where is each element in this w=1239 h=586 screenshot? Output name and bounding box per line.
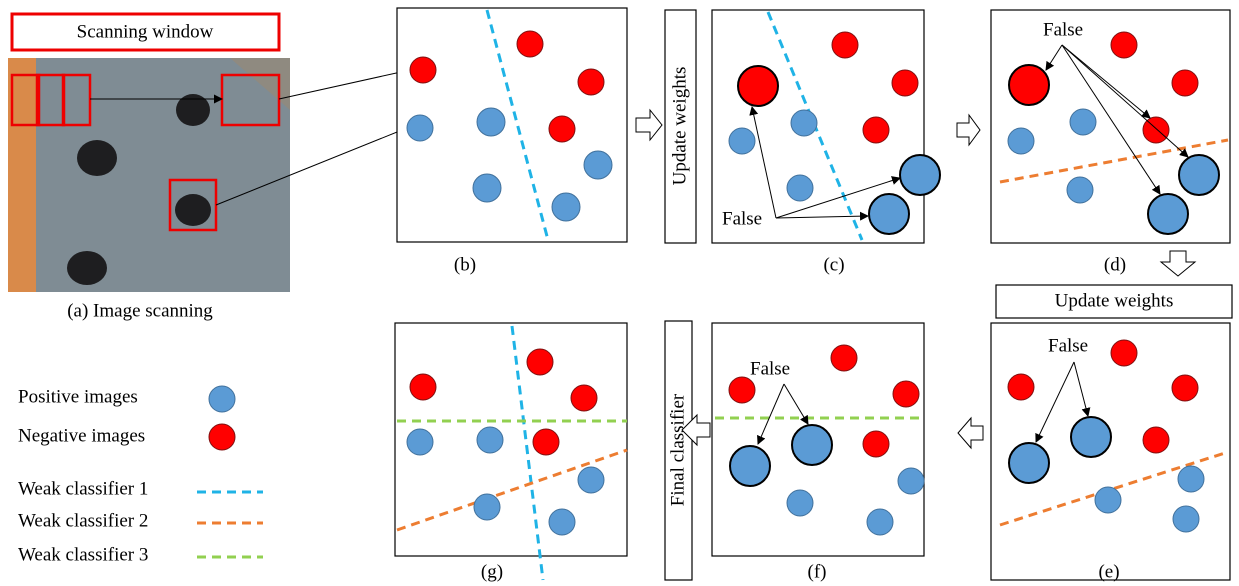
legend-label: Weak classifier 2 bbox=[18, 510, 148, 531]
panel-label: (f) bbox=[808, 561, 827, 582]
positive bbox=[584, 151, 612, 179]
positive bbox=[1179, 155, 1219, 195]
legend-label: Weak classifier 3 bbox=[18, 544, 148, 565]
positive bbox=[407, 429, 433, 455]
legend-marker bbox=[209, 424, 235, 450]
step-label: Update weights bbox=[1055, 290, 1174, 311]
annotation: False bbox=[1043, 19, 1083, 40]
positive bbox=[1071, 417, 1111, 457]
negative bbox=[571, 385, 597, 411]
step-label: Update weights bbox=[669, 67, 690, 186]
positive bbox=[1173, 506, 1199, 532]
negative bbox=[578, 69, 604, 95]
flow-arrow bbox=[636, 110, 662, 140]
positive bbox=[787, 490, 813, 516]
panel-f: False (f) bbox=[712, 323, 924, 582]
negative bbox=[729, 377, 755, 403]
flow-arrow bbox=[1161, 251, 1195, 276]
image-panel: Scanning window (a) Image scanning bbox=[8, 14, 410, 321]
legend-label: Weak classifier 1 bbox=[18, 478, 148, 499]
positive bbox=[1148, 194, 1188, 234]
negative bbox=[1111, 32, 1137, 58]
negative bbox=[410, 374, 436, 400]
positive bbox=[1178, 466, 1204, 492]
negative bbox=[1172, 375, 1198, 401]
negative bbox=[1009, 65, 1049, 105]
panel-label: (d) bbox=[1104, 254, 1126, 275]
image-title: Scanning window bbox=[77, 21, 214, 42]
positive bbox=[730, 446, 770, 486]
negative bbox=[1008, 374, 1034, 400]
positive bbox=[898, 468, 924, 494]
image-caption: (a) Image scanning bbox=[67, 300, 213, 321]
panel-c: False (c) bbox=[712, 10, 940, 275]
legend-label: Positive images bbox=[18, 386, 138, 407]
positive bbox=[792, 425, 832, 465]
annotation: False bbox=[1048, 335, 1088, 356]
positive bbox=[729, 128, 755, 154]
panel-label: (c) bbox=[823, 254, 844, 275]
negative bbox=[893, 381, 919, 407]
positive bbox=[477, 108, 505, 136]
legend-label: Negative images bbox=[18, 425, 145, 446]
positive bbox=[549, 509, 575, 535]
annotation: False bbox=[750, 358, 790, 379]
negative bbox=[549, 116, 575, 142]
panel-g: (g) bbox=[395, 323, 627, 582]
negative bbox=[738, 66, 778, 106]
diagram: Scanning window (a) Image scanning Posit… bbox=[0, 0, 1239, 586]
panel-box bbox=[991, 10, 1230, 243]
positive bbox=[473, 174, 501, 202]
panel-e: False (e) bbox=[991, 323, 1230, 582]
positive bbox=[1009, 443, 1049, 483]
positive bbox=[1067, 177, 1093, 203]
flow-arrow bbox=[957, 115, 980, 145]
positive bbox=[787, 175, 813, 201]
panel-label: (g) bbox=[481, 561, 503, 582]
positive bbox=[867, 509, 893, 535]
legend: Positive images Negative images Weak cla… bbox=[18, 386, 263, 565]
panel-b: (b) bbox=[397, 8, 627, 275]
negative bbox=[831, 345, 857, 371]
negative bbox=[832, 32, 858, 58]
positive bbox=[552, 193, 580, 221]
negative bbox=[863, 431, 889, 457]
legend-marker bbox=[209, 386, 235, 412]
positive bbox=[869, 194, 909, 234]
positive bbox=[1070, 109, 1096, 135]
arrow bbox=[279, 70, 410, 99]
negative bbox=[1111, 340, 1137, 366]
step-label: Final classifier bbox=[667, 393, 688, 506]
negative bbox=[892, 70, 918, 96]
flow-arrow bbox=[958, 418, 983, 448]
positive bbox=[1095, 487, 1121, 513]
positive bbox=[474, 494, 500, 520]
annotation: False bbox=[722, 208, 762, 229]
positive bbox=[791, 110, 817, 136]
positive bbox=[1008, 128, 1034, 154]
negative bbox=[1143, 427, 1169, 453]
negative bbox=[533, 429, 559, 455]
positive bbox=[407, 115, 433, 141]
negative bbox=[517, 31, 543, 57]
negative bbox=[527, 349, 553, 375]
negative bbox=[410, 57, 436, 83]
negative bbox=[863, 117, 889, 143]
positive bbox=[477, 427, 503, 453]
positive bbox=[578, 467, 604, 493]
panel-d: False (d) bbox=[991, 10, 1230, 275]
negative bbox=[1172, 70, 1198, 96]
panel-label: (e) bbox=[1098, 561, 1119, 582]
positive bbox=[900, 155, 940, 195]
panel-label: (b) bbox=[454, 254, 476, 275]
